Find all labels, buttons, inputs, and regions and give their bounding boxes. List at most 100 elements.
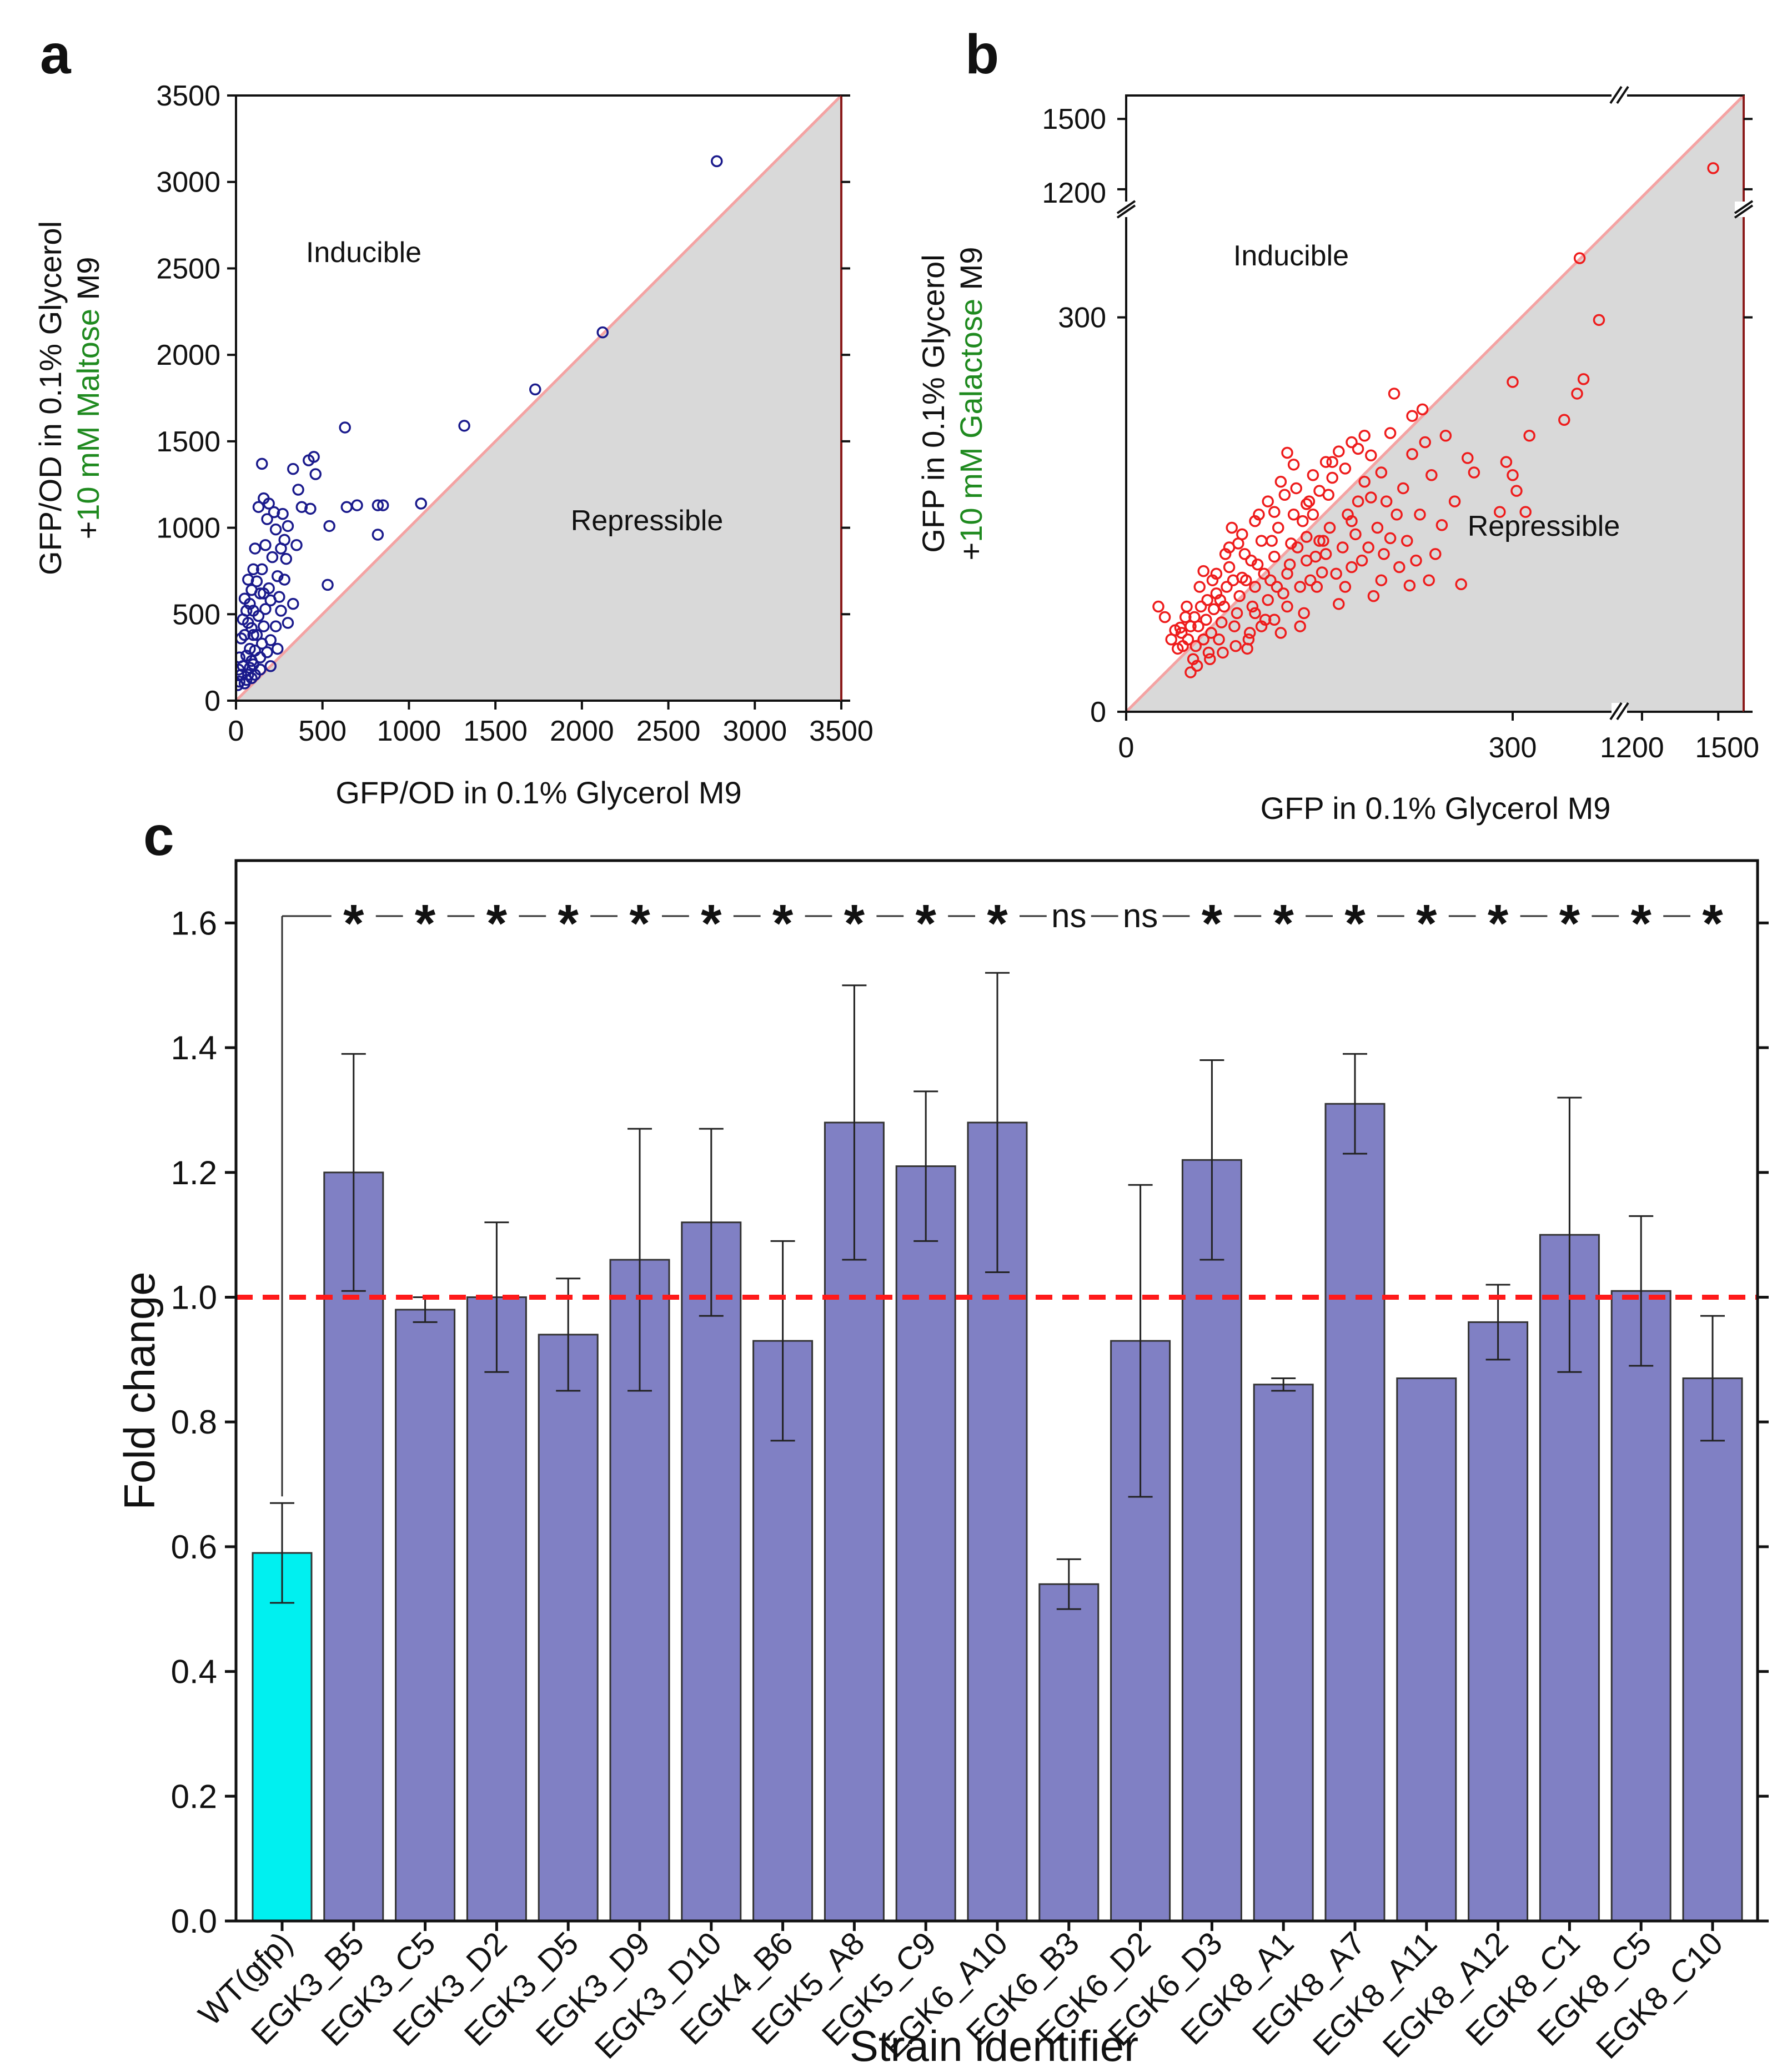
panel-b-point-77	[1226, 521, 1238, 534]
bar-WT(gfp)	[252, 1552, 313, 1922]
panel-a-xtick-label-4: 2000	[550, 715, 614, 747]
panel-b-point-136	[1352, 442, 1364, 455]
panel-b-point-46	[1323, 521, 1336, 534]
panel-b-point-54	[1294, 620, 1306, 632]
panel-b-point-87	[1200, 613, 1212, 626]
panel-a-point-75	[245, 655, 258, 667]
panel-b-point-44	[1333, 598, 1345, 610]
c-ytick-label-5: 1.0	[171, 1279, 217, 1316]
bar-EGK5_C9	[895, 1165, 956, 1922]
panel-a-point-66	[259, 603, 272, 615]
panel-b-point-124	[1240, 574, 1252, 586]
panel-b-point-68	[1249, 581, 1261, 593]
panel-b-point-20	[1301, 531, 1313, 543]
sig-mark-EGK3_D2: *	[486, 894, 508, 953]
panel-a-x-title: GFP/OD in 0.1% Glycerol M9	[335, 775, 741, 810]
panel-b-point-88	[1197, 633, 1209, 646]
panel-b-point-56	[1287, 509, 1300, 521]
panel-a-point-17	[295, 501, 308, 513]
panel-b-point-170	[1191, 660, 1203, 672]
panel-b-point-112	[1317, 535, 1329, 547]
panel-b-label: b	[965, 23, 999, 86]
sig-mark-EGK6_B3: ns	[1051, 897, 1086, 934]
panel-b-point-27	[1158, 611, 1171, 623]
panel-b-point-99	[1165, 633, 1177, 646]
panel-a-xtick-label-1: 500	[298, 715, 347, 747]
panel-a-xtick-label-3: 1500	[463, 715, 528, 747]
panel-a-point-58	[287, 597, 299, 610]
bar-EGK3_C5	[395, 1309, 456, 1922]
panel-b-point-119	[1271, 581, 1283, 593]
panel-b-point-164	[1268, 613, 1281, 626]
panel-a-point-88	[290, 539, 303, 551]
panel-b-point-163	[1281, 600, 1293, 613]
panel-a-point-19	[287, 462, 299, 475]
panel-a-point-89	[278, 574, 290, 586]
panel-b-point-169	[1204, 653, 1216, 666]
panel-a-ytick-label-1: 500	[172, 599, 220, 631]
panel-b-point-21	[1281, 446, 1293, 459]
panel-a-point-0	[711, 155, 723, 168]
panel-a-point-6	[372, 499, 384, 511]
panel-a-ytick-label-3: 1500	[156, 426, 220, 458]
panel-a-point-13	[309, 468, 322, 480]
panel-b-point-114	[1304, 574, 1317, 586]
panel-b-point-126	[1227, 574, 1239, 586]
panel-a-point-11	[323, 520, 335, 532]
panel-b-point-159	[1333, 445, 1345, 457]
panel-b-point-41	[1352, 495, 1364, 507]
panel-b-region-repressible: Repressible	[1468, 510, 1620, 542]
bar-EGK8_A11	[1396, 1377, 1457, 1922]
panel-b-ticks: 00 300 300 1200 1200 1500 1500	[1042, 103, 1759, 764]
panel-b-point-142	[1274, 475, 1287, 488]
bar-EGK6_D3	[1181, 1159, 1242, 1922]
panel-a-point-57	[236, 679, 244, 691]
bar-EGK6_B3	[1038, 1583, 1100, 1922]
panel-a-y-title-line2: +10 mM Maltose M9	[71, 257, 106, 540]
panel-b-point-106	[1356, 554, 1368, 567]
panel-b-point-145	[1236, 528, 1248, 541]
c-ytick-label-3: 0.6	[171, 1528, 217, 1566]
panel-b-point-132	[1188, 611, 1201, 623]
panel-c-y-ticks: 0.0 0.2 0.4 0.6 0.8 1.0 1.2 1.4 1.6	[171, 904, 1769, 1940]
panel-a-point-43	[244, 642, 256, 655]
panel-a-point-4	[415, 497, 427, 510]
panel-a-point-55	[236, 675, 245, 688]
sig-mark-EGK4_B6: *	[772, 894, 794, 953]
panel-b-point-49	[1311, 581, 1323, 593]
bar-EGK8_C5	[1610, 1290, 1671, 1922]
panel-b-ybreak-mark-left	[1116, 200, 1136, 219]
panel-b-point-141	[1287, 459, 1300, 471]
sig-mark-EGK3_D9: *	[629, 894, 650, 953]
panel-c-x-title: Strain identifier	[850, 2021, 1138, 2070]
panel-b-point-123	[1245, 554, 1257, 567]
panel-a-point-67	[258, 620, 270, 632]
panel-b-point-23	[1197, 565, 1209, 577]
panel-b-point-110	[1330, 567, 1342, 580]
panel-a-point-80	[258, 587, 270, 600]
panel-a-point-84	[249, 668, 262, 681]
panel-b-point-62	[1268, 550, 1281, 563]
panel-b-point-17	[1365, 491, 1377, 504]
panel-b-point-113	[1309, 550, 1322, 563]
panel-b-point-25	[1249, 607, 1261, 620]
panel-b-point-109	[1337, 541, 1349, 554]
panel-b-point-11	[1494, 506, 1506, 518]
panel-b-point-143	[1262, 495, 1274, 507]
panel-a-xtick-label-6: 3000	[722, 715, 787, 747]
panel-b-point-26	[1184, 666, 1197, 678]
panel-b-point-118	[1278, 489, 1291, 501]
panel-a-point-33	[255, 563, 268, 576]
c-ytick-label-2: 0.4	[171, 1653, 217, 1691]
c-ytick-label-4: 0.8	[171, 1404, 217, 1441]
panel-a-point-25	[269, 523, 282, 536]
panel-b-point-84	[1208, 603, 1220, 616]
sig-mark-EGK3_C5: *	[415, 894, 436, 953]
panel-b-point-149	[1435, 519, 1448, 531]
panel-b-point-158	[1346, 436, 1358, 449]
panel-b-point-135	[1365, 449, 1377, 461]
panel-b-ytick-label-3: 1500	[1042, 103, 1106, 135]
panel-b-point-45	[1326, 456, 1338, 468]
panel-b-point-29	[1152, 600, 1164, 613]
panel-a-point-29	[261, 513, 273, 525]
